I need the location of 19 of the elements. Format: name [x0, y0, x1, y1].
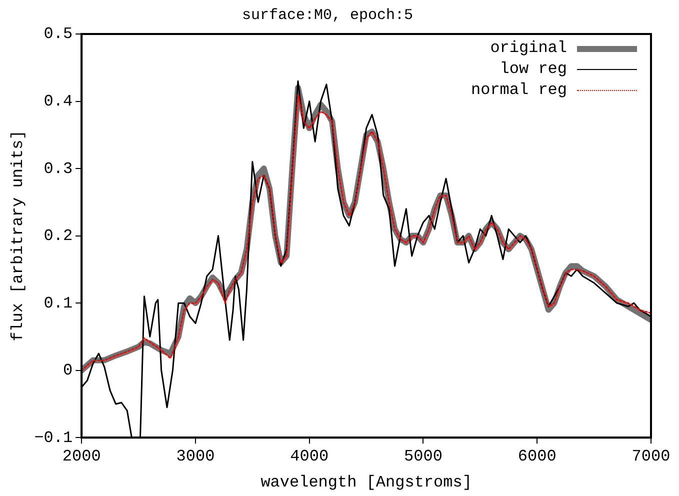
x-axis-title: wavelength [Angstroms]	[260, 474, 472, 492]
y-axis-title: flux [arbitrary units]	[8, 130, 27, 342]
y-tick-label: 0.2	[44, 227, 73, 246]
x-tick-label: 7000	[632, 447, 670, 466]
y-tick-label: 0	[62, 362, 73, 380]
y-tick-label: 0.4	[44, 92, 73, 110]
y-tick-label: 0.5	[44, 25, 73, 44]
legend-label: normal reg	[470, 80, 567, 101]
x-tick-label: 6000	[518, 447, 556, 466]
y-tick-label: 0.1	[44, 294, 73, 312]
y-tick-label: 0.3	[44, 160, 73, 178]
x-tick-label: 3000	[176, 447, 215, 466]
chart-title: surface:M0, epoch:5	[242, 6, 414, 24]
legend-label: original	[490, 38, 567, 59]
x-tick-label: 5000	[404, 447, 442, 466]
x-tick-label: 4000	[290, 447, 329, 466]
x-tick-label: 2000	[62, 447, 101, 466]
y-tick-label: −0.1	[34, 428, 73, 447]
legend-label: low reg	[500, 59, 567, 80]
